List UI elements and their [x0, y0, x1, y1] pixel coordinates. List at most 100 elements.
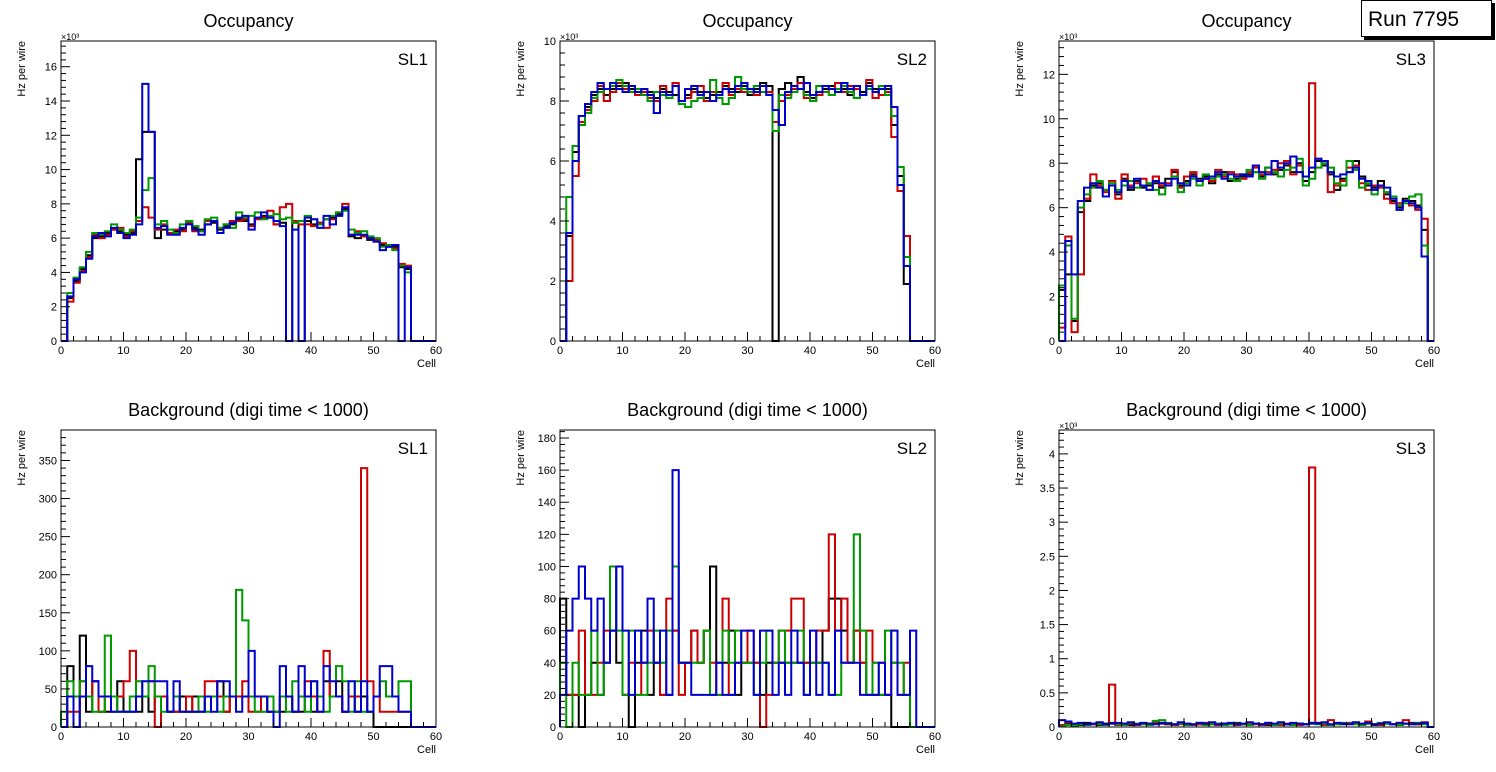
y-tick-label: 2 — [550, 276, 556, 288]
x-tick-label: 20 — [180, 345, 192, 357]
x-tick-label: 60 — [929, 731, 941, 743]
y-tick-label: 3.5 — [1040, 483, 1055, 495]
series-blue-line — [61, 649, 436, 728]
x-tick-label: 20 — [1178, 345, 1190, 357]
superlayer-label: SL1 — [398, 439, 428, 458]
x-tick-label: 0 — [557, 731, 563, 743]
series-green-line — [560, 76, 935, 342]
chart-title: Background (digi time < 1000) — [1126, 400, 1367, 420]
y-tick-label: 2 — [1049, 292, 1055, 304]
x-tick-label: 10 — [616, 345, 628, 357]
chart-title: Occupancy — [1201, 11, 1291, 31]
y-tick-label: 8 — [550, 96, 556, 108]
y-exponent-label: ×10³ — [1059, 32, 1077, 42]
y-exponent-label: ×10³ — [1059, 421, 1077, 431]
y-axis-label: Hz per wire — [515, 430, 527, 486]
x-tick-label: 20 — [1178, 731, 1190, 743]
y-tick-label: 16 — [45, 62, 57, 74]
series-blue-line — [560, 82, 935, 342]
superlayer-label: SL2 — [897, 439, 927, 458]
chart-panel-1: Occupancy 0 10 20 30 40 50 60 0 2 4 6 8 10 12 14 16 ×10³ C… — [16, 11, 442, 370]
superlayer-label: SL3 — [1396, 50, 1426, 69]
y-exponent-label: ×10³ — [560, 32, 578, 42]
x-tick-label: 40 — [804, 731, 816, 743]
x-tick-label: 30 — [1240, 345, 1252, 357]
y-tick-label: 12 — [45, 130, 57, 142]
y-tick-label: 0 — [51, 336, 57, 348]
y-tick-label: 0 — [1049, 722, 1055, 734]
x-tick-label: 30 — [242, 345, 254, 357]
x-tick-label: 0 — [58, 345, 64, 357]
superlayer-label: SL3 — [1396, 439, 1426, 458]
chart-title: Background (digi time < 1000) — [627, 400, 868, 420]
y-tick-label: 0 — [550, 722, 556, 734]
y-tick-label: 140 — [538, 497, 556, 509]
y-tick-label: 4 — [1049, 449, 1055, 461]
x-tick-label: 50 — [866, 345, 878, 357]
y-tick-label: 50 — [45, 684, 57, 696]
y-tick-label: 180 — [538, 433, 556, 445]
y-exponent-label: ×10³ — [61, 32, 79, 42]
series-red-line — [1058, 466, 1434, 728]
x-tick-label: 40 — [1303, 345, 1315, 357]
x-tick-label: 50 — [1365, 731, 1377, 743]
y-tick-label: 0 — [51, 722, 57, 734]
y-tick-label: 0 — [550, 336, 556, 348]
x-tick-label: 60 — [430, 345, 442, 357]
chart-title: Occupancy — [203, 11, 293, 31]
y-tick-label: 1.5 — [1040, 620, 1055, 632]
run-label-box: Run 7795 — [1361, 0, 1492, 37]
chart-title: Background (digi time < 1000) — [128, 400, 369, 420]
y-tick-label: 4 — [1049, 247, 1055, 259]
x-tick-label: 50 — [866, 731, 878, 743]
superlayer-label: SL1 — [398, 50, 428, 69]
x-tick-label: 60 — [1428, 731, 1440, 743]
y-tick-label: 60 — [544, 626, 556, 638]
y-tick-label: 8 — [1049, 158, 1055, 170]
x-tick-label: 60 — [929, 345, 941, 357]
chart-panel-2: Occupancy 0 10 20 30 40 50 60 0 2 4 6 8 10 ×10³ Cell Hz … — [515, 11, 941, 370]
y-tick-label: 1 — [1049, 654, 1055, 666]
y-axis-label: Hz per wire — [16, 430, 28, 486]
y-tick-label: 4 — [550, 216, 556, 228]
chart-panel-5: Background (digi time < 1000) 0 10 20 30 40 50… — [515, 400, 941, 756]
run-label: Run 7795 — [1368, 8, 1460, 31]
x-tick-label: 0 — [1056, 731, 1062, 743]
x-axis-label: Cell — [1415, 358, 1434, 370]
y-tick-label: 100 — [538, 561, 556, 573]
x-tick-label: 40 — [305, 345, 317, 357]
y-tick-label: 2 — [1049, 585, 1055, 597]
x-tick-label: 60 — [1428, 345, 1440, 357]
x-tick-label: 0 — [1056, 345, 1062, 357]
x-tick-label: 20 — [180, 731, 192, 743]
y-axis-label: Hz per wire — [515, 41, 527, 97]
x-tick-label: 30 — [741, 731, 753, 743]
y-tick-label: 80 — [544, 594, 556, 606]
y-tick-label: 6 — [550, 156, 556, 168]
x-tick-label: 60 — [430, 731, 442, 743]
y-tick-label: 200 — [39, 570, 57, 582]
x-tick-label: 10 — [616, 731, 628, 743]
x-tick-label: 10 — [1115, 731, 1127, 743]
superlayer-label: SL2 — [897, 50, 927, 69]
y-tick-label: 4 — [51, 267, 57, 279]
y-tick-label: 250 — [39, 532, 57, 544]
y-axis-label: Hz per wire — [1014, 430, 1026, 486]
x-tick-label: 30 — [741, 345, 753, 357]
y-tick-label: 12 — [1043, 69, 1055, 81]
x-axis-label: Cell — [1415, 744, 1434, 756]
series-red-line — [61, 467, 436, 728]
y-tick-label: 14 — [45, 96, 57, 108]
x-tick-label: 20 — [679, 345, 691, 357]
x-tick-label: 40 — [1303, 731, 1315, 743]
y-tick-label: 2.5 — [1040, 551, 1055, 563]
series-green-line — [61, 177, 436, 342]
y-axis-label: Hz per wire — [16, 41, 28, 97]
x-tick-label: 0 — [557, 345, 563, 357]
y-tick-label: 100 — [39, 646, 57, 658]
x-tick-label: 50 — [367, 731, 379, 743]
x-axis-label: Cell — [916, 744, 935, 756]
x-axis-label: Cell — [417, 744, 436, 756]
y-axis-label: Hz per wire — [1014, 41, 1026, 97]
chart-panel-4: Background (digi time < 1000) 0 10 20 30 40 50… — [16, 400, 442, 756]
